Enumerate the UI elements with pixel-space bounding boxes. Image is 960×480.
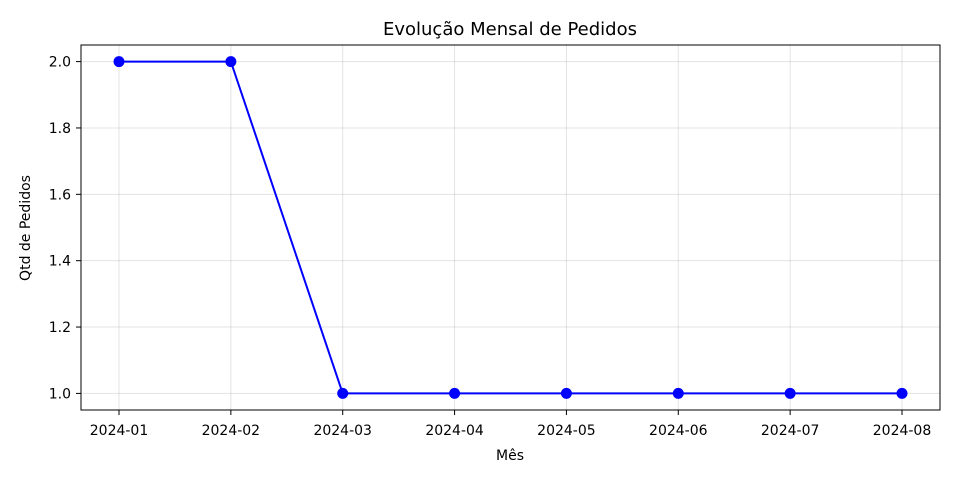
y-axis-title: Qtd de Pedidos: [18, 175, 34, 281]
data-point: [896, 387, 908, 399]
series-line: [119, 60, 902, 395]
data-point: [449, 387, 461, 399]
series-layer: [113, 56, 908, 399]
plot-frame: [80, 44, 941, 411]
data-point: [560, 387, 572, 399]
data-point: [784, 387, 796, 399]
y-tick-label: 2.0: [49, 55, 71, 71]
data-point: [225, 56, 237, 68]
axis-ticks: 2024-01 2024-02 2024-03 2024-04 2024-05 2024-…: [49, 55, 932, 439]
chart-title: Evolução Mensal de Pedidos: [383, 19, 637, 40]
x-tick-label: 2024-04: [425, 423, 484, 439]
data-point: [113, 56, 125, 68]
data-point: [672, 387, 684, 399]
x-axis-title: Mês: [496, 448, 524, 464]
grid: [81, 45, 940, 410]
y-tick-label: 1.4: [49, 254, 71, 270]
x-tick-label: 2024-06: [649, 423, 708, 439]
y-tick-label: 1.8: [49, 121, 71, 137]
y-tick-label: 1.2: [49, 320, 71, 336]
y-tick-label: 1.0: [49, 386, 71, 402]
data-point: [337, 387, 349, 399]
x-tick-label: 2024-05: [537, 423, 596, 439]
x-tick-label: 2024-07: [761, 423, 820, 439]
x-tick-label: 2024-02: [202, 423, 261, 439]
x-tick-label: 2024-01: [90, 423, 149, 439]
x-tick-label: 2024-03: [313, 423, 372, 439]
x-tick-label: 2024-08: [873, 423, 932, 439]
y-tick-label: 1.6: [49, 187, 71, 203]
